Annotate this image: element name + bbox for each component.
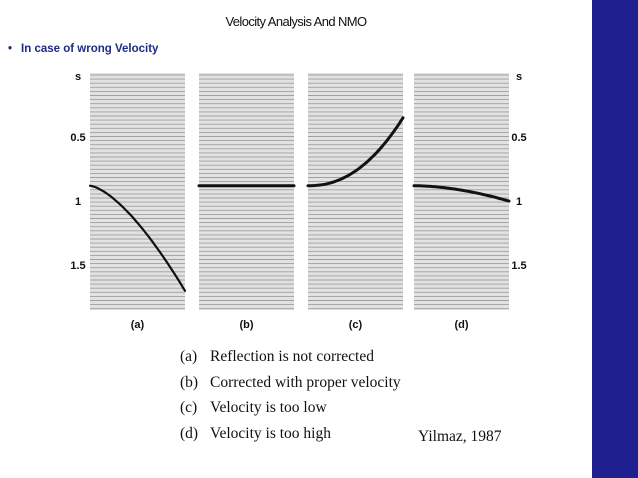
- panel-background: [308, 73, 403, 310]
- panel-b: [197, 73, 296, 310]
- tick-label: 0.5: [70, 132, 85, 144]
- legend-key: (d): [180, 424, 199, 442]
- citation: Yilmaz, 1987: [418, 428, 502, 445]
- legend-item-a: (a) Reflection is not corrected: [180, 344, 401, 370]
- bullet-text: In case of wrong Velocity: [21, 43, 159, 55]
- legend-key: (a): [180, 348, 198, 365]
- reflection-curve: [306, 116, 405, 188]
- seismic-nmo-figure: s 0.5 1 1.5 s 0.5 1 1.5 (a) (b) (c) (d): [70, 71, 526, 331]
- figure-legend: (a) Reflection is not corrected (b) Correc…: [180, 344, 401, 446]
- panel-background: [199, 73, 294, 310]
- slide-title: Velocity Analysis And NMO: [225, 14, 367, 29]
- legend-item-c: (c) Velocity is too low: [180, 395, 401, 421]
- legend-text: Velocity is too high: [210, 424, 331, 442]
- panel-label: (a): [131, 319, 145, 331]
- legend-key: (b): [180, 373, 199, 391]
- reflection-curve: [412, 184, 511, 203]
- time-axis-right: s 0.5 1 1.5: [511, 71, 526, 272]
- axis-unit-right: s: [516, 71, 522, 83]
- bullet-point: • In case of wrong Velocity: [8, 43, 158, 55]
- legend-key: (c): [180, 399, 198, 416]
- side-accent-bar: [592, 0, 638, 478]
- reflection-curve: [88, 184, 187, 292]
- panel-d: [412, 73, 511, 310]
- seismic-traces: [414, 74, 509, 310]
- seismic-traces: [199, 74, 294, 310]
- legend-text: Velocity is too low: [210, 399, 327, 416]
- legend-text: Corrected with proper velocity: [210, 373, 401, 391]
- axis-unit-left: s: [75, 71, 81, 83]
- panel-c: [306, 73, 405, 310]
- seismic-panels: [88, 73, 511, 310]
- time-axis-left: s 0.5 1 1.5: [70, 71, 85, 272]
- legend-item-b: (b) Corrected with proper velocity: [180, 370, 401, 396]
- legend-text: Reflection is not corrected: [210, 348, 374, 365]
- panel-labels: (a) (b) (c) (d): [131, 319, 469, 331]
- legend-item-d: (d) Velocity is too high: [180, 421, 401, 447]
- panel-a: [88, 73, 187, 310]
- tick-label: 1.5: [511, 260, 526, 272]
- panel-label: (b): [239, 319, 253, 331]
- tick-label: 1: [516, 196, 522, 208]
- panel-label: (c): [349, 319, 363, 331]
- bullet-icon: •: [8, 43, 13, 55]
- panel-background: [90, 73, 185, 310]
- tick-label: 0.5: [511, 132, 526, 144]
- seismic-traces: [90, 74, 185, 310]
- tick-label: 1: [75, 196, 81, 208]
- panel-label: (d): [454, 319, 468, 331]
- tick-label: 1.5: [70, 260, 85, 272]
